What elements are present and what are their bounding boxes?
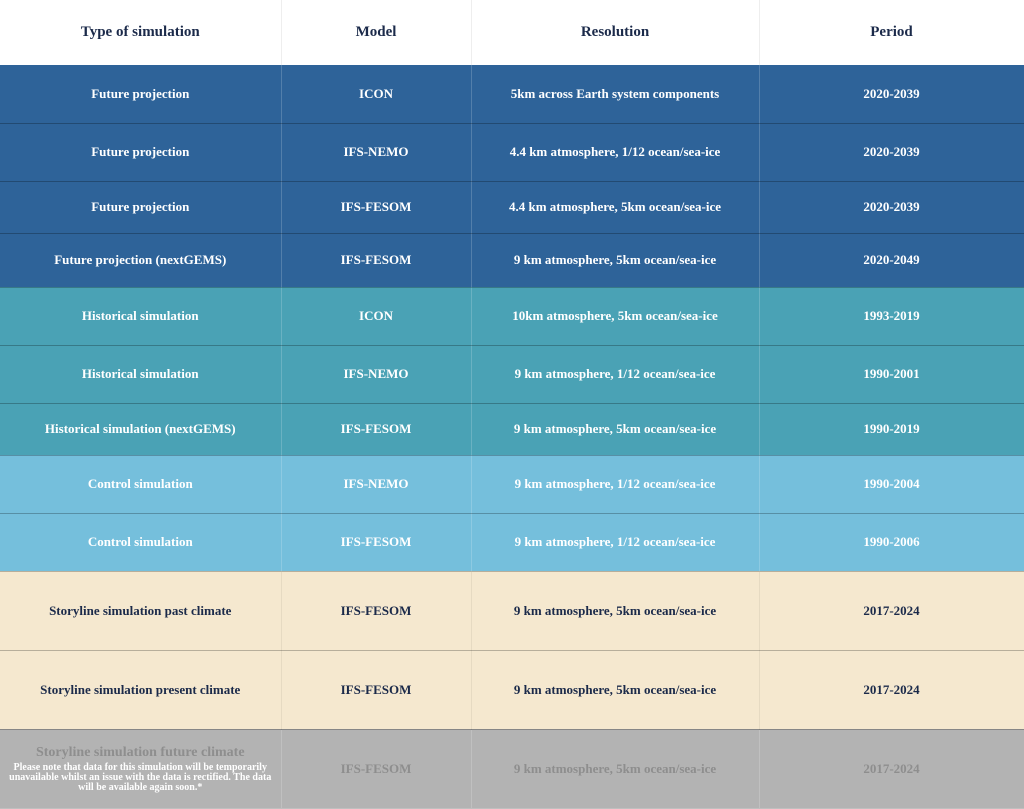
table-cell: Control simulation [0,513,282,572]
table-cell: IFS-NEMO [281,123,472,182]
table-cell: Storyline simulation past climate [0,571,282,651]
table-body: Future projection ICON 5km across Earth sy… [0,65,1024,809]
table-cell: 5km across Earth system components [471,65,760,124]
table-cell: 1990-2006 [759,513,1024,572]
table-cell: IFS-FESOM [281,650,472,730]
header-cell: Model [281,0,472,65]
table-cell: 2017-2024 [759,571,1024,651]
table-row: Future projection (nextGEMS) IFS-FESOM 9 k… [0,233,1024,288]
table-cell: Future projection [0,65,282,124]
table-cell: Future projection [0,181,282,234]
header-cell: Period [759,0,1024,65]
table-cell: IFS-NEMO [281,345,472,404]
table-cell: IFS-FESOM [281,729,472,809]
table-row: Storyline simulation present climate IFS-… [0,650,1024,730]
table-row: Historical simulation IFS-NEMO 9 km atmosp… [0,345,1024,404]
header-cell: Resolution [471,0,760,65]
table-row: Historical simulation (nextGEMS) IFS-FESO… [0,403,1024,456]
table-cell: Storyline simulation present climate [0,650,282,730]
table-row: Future projection IFS-FESOM 4.4 km atmosph… [0,181,1024,234]
table-cell: 1993-2019 [759,287,1024,346]
table-cell: Future projection [0,123,282,182]
table-cell: 1990-2001 [759,345,1024,404]
table-cell: 9 km atmosphere, 5km ocean/sea-ice [471,233,760,288]
table-cell: 4.4 km atmosphere, 5km ocean/sea-ice [471,181,760,234]
table-cell: Control simulation [0,455,282,514]
table-cell: 9 km atmosphere, 1/12 ocean/sea-ice [471,345,760,404]
table-cell: 9 km atmosphere, 1/12 ocean/sea-ice [471,455,760,514]
table-row: Control simulation IFS-NEMO 9 km atmospher… [0,455,1024,514]
table-cell: 2017-2024 [759,650,1024,730]
table-row: Future projection IFS-NEMO 4.4 km atmosphe… [0,123,1024,182]
cell-text: Storyline simulation future climate [35,745,245,760]
table-cell: 10km atmosphere, 5km ocean/sea-ice [471,287,760,346]
table-cell: Historical simulation (nextGEMS) [0,403,282,456]
table-cell: 1990-2004 [759,455,1024,514]
table-cell: 2020-2039 [759,123,1024,182]
table-cell: Historical simulation [0,287,282,346]
table-cell: IFS-FESOM [281,513,472,572]
table-cell: Storyline simulation future climate Pleas… [0,729,282,809]
table-cell: 1990-2019 [759,403,1024,456]
table-row: Control simulation IFS-FESOM 9 km atmosphe… [0,513,1024,572]
table-cell: Historical simulation [0,345,282,404]
table-cell: ICON [281,287,472,346]
table-cell: IFS-FESOM [281,181,472,234]
table-cell: IFS-FESOM [281,403,472,456]
header-row: Type of simulation Model Resolution Period [0,0,1024,65]
table-cell: 9 km atmosphere, 5km ocean/sea-ice [471,729,760,809]
table-cell: 2020-2039 [759,65,1024,124]
table-row: Storyline simulation future climate Pleas… [0,729,1024,809]
table-cell: IFS-FESOM [281,233,472,288]
cell-note: Please note that data for this simulatio… [9,762,272,793]
table-cell: 2017-2024 [759,729,1024,809]
table-cell: IFS-NEMO [281,455,472,514]
table-cell: 2020-2049 [759,233,1024,288]
table-cell: IFS-FESOM [281,571,472,651]
header-cell: Type of simulation [0,0,282,65]
table-row: Future projection ICON 5km across Earth sy… [0,65,1024,124]
table-row: Historical simulation ICON 10km atmosphere… [0,287,1024,346]
table-cell: ICON [281,65,472,124]
table-row: Storyline simulation past climate IFS-FES… [0,571,1024,651]
table-cell: 9 km atmosphere, 1/12 ocean/sea-ice [471,513,760,572]
table-cell: 4.4 km atmosphere, 1/12 ocean/sea-ice [471,123,760,182]
table-cell: 9 km atmosphere, 5km ocean/sea-ice [471,571,760,651]
table-cell: 9 km atmosphere, 5km ocean/sea-ice [471,403,760,456]
table-cell: 9 km atmosphere, 5km ocean/sea-ice [471,650,760,730]
table-cell: 2020-2039 [759,181,1024,234]
table-cell: Future projection (nextGEMS) [0,233,282,288]
